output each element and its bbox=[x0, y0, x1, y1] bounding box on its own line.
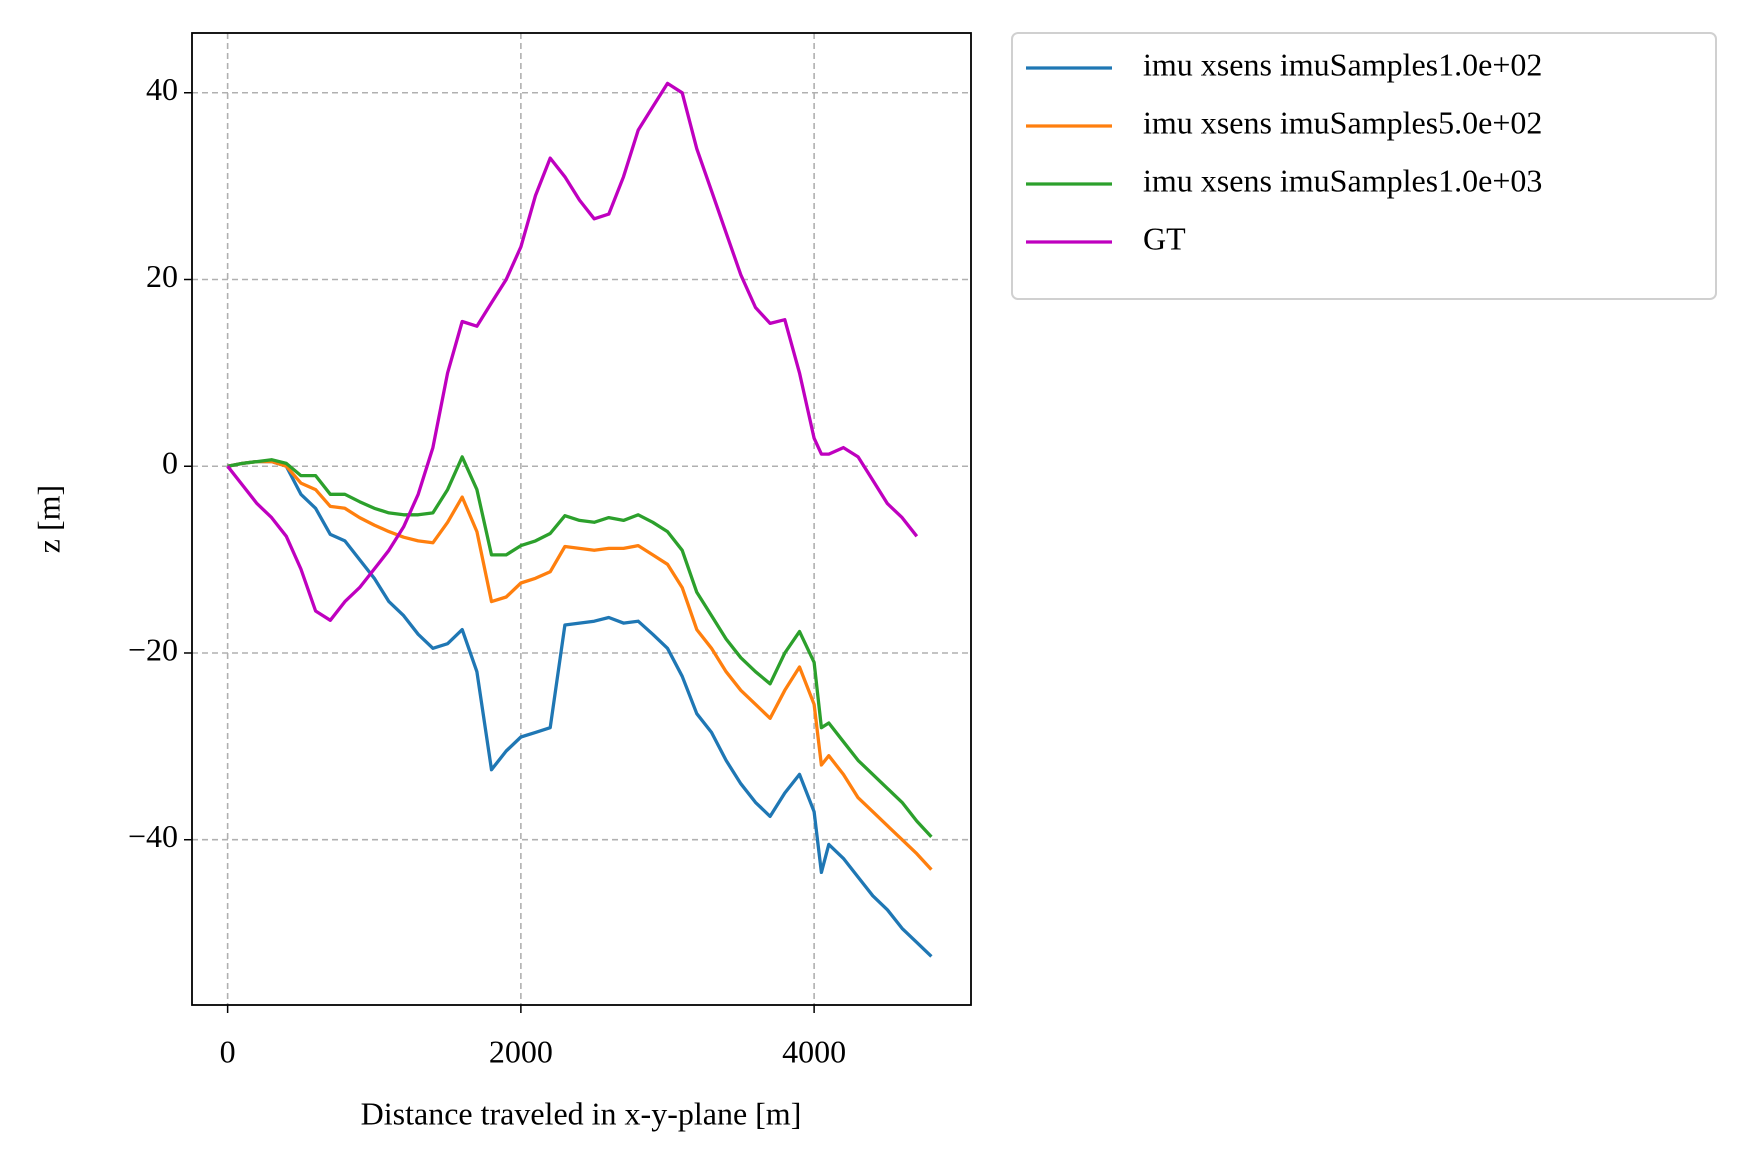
line-series bbox=[227, 455, 933, 839]
y-tick-label: 0 bbox=[162, 445, 178, 481]
y-axis-label: z [m] bbox=[30, 485, 66, 553]
legend-box bbox=[1011, 32, 1717, 300]
y-tick-label: 40 bbox=[146, 71, 178, 107]
y-tick-label: 20 bbox=[146, 258, 178, 294]
legend-label: imu xsens imuSamples5.0e+02 bbox=[1143, 104, 1542, 140]
x-tick-label: 2000 bbox=[489, 1033, 553, 1069]
line-series bbox=[227, 459, 933, 871]
plot-frame bbox=[191, 32, 972, 1006]
legend-label: GT bbox=[1143, 220, 1186, 256]
line-series bbox=[227, 459, 933, 958]
x-axis-label: Distance traveled in x-y-plane [m] bbox=[361, 1095, 802, 1131]
line-series bbox=[226, 81, 919, 622]
x-tick-label: 4000 bbox=[782, 1033, 846, 1069]
legend-label: imu xsens imuSamples1.0e+02 bbox=[1143, 46, 1542, 82]
y-tick-label: −20 bbox=[128, 631, 178, 667]
x-tick-label: 0 bbox=[220, 1033, 236, 1069]
y-tick-label: −40 bbox=[128, 818, 178, 854]
legend-label: imu xsens imuSamples1.0e+03 bbox=[1143, 162, 1542, 198]
